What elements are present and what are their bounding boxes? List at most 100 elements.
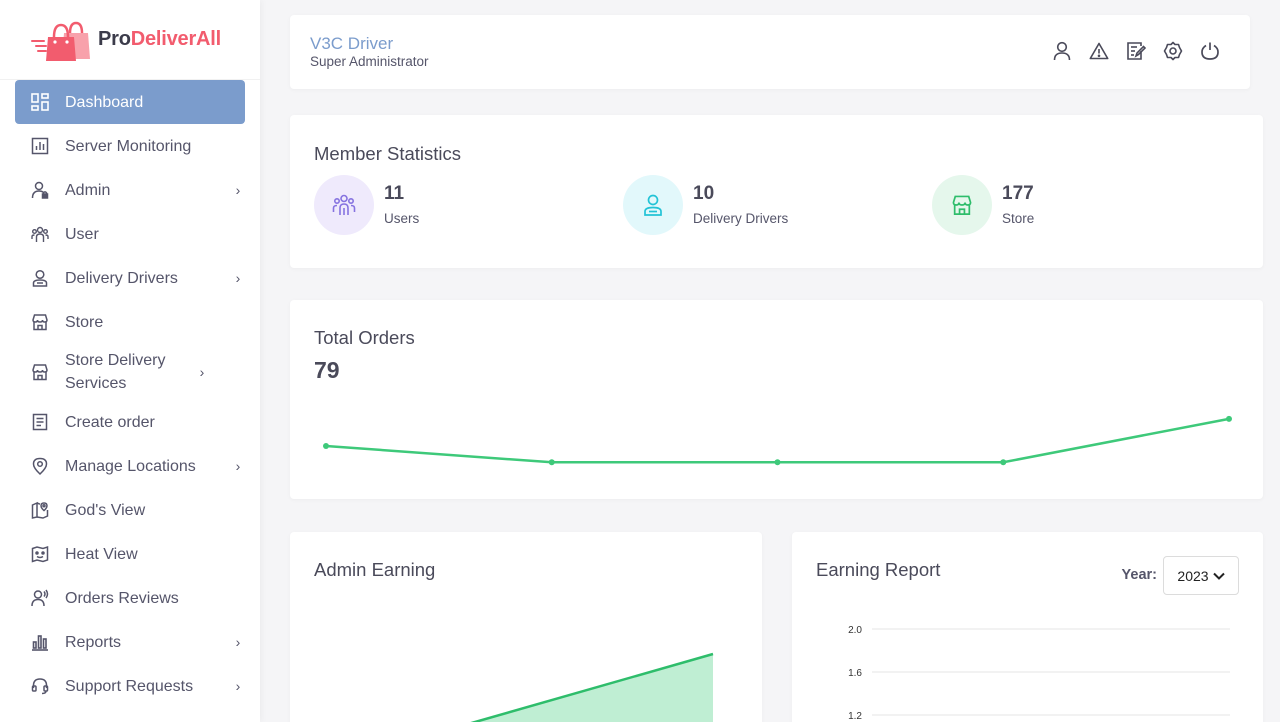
sparkline-point [1226,415,1232,422]
brand-logo[interactable]: ProDeliverAll [0,0,260,80]
total-orders-sparkline [323,415,1232,466]
sidebar-item-label: Server Monitoring [65,137,192,155]
earning-report-title: Earning Report [816,559,941,580]
user-role: Super Administrator [310,54,429,69]
stat-drivers-label: Delivery Drivers [693,210,789,226]
map-pin-icon [30,500,50,520]
sidebar-item-admin[interactable]: Admin › [15,168,245,212]
reports-icon [30,632,50,652]
stat-drivers-badge [623,175,683,235]
member-statistics-title: Member Statistics [314,143,462,164]
brand-name-part1: Pro [98,28,131,50]
admin-earning-chart [470,652,714,722]
sidebar-item-support-requests[interactable]: Support Requests › [15,664,245,708]
stat-delivery-drivers[interactable]: 10 Delivery Drivers [623,175,788,235]
bar-chart-icon [30,136,50,156]
sidebar: ProDeliverAll Dashboard Server Monitorin… [0,0,260,722]
sidebar-item-label: Reports [65,633,122,651]
stat-store-label: Store [1002,210,1035,226]
top-header: V3C Driver Super Administrator [290,15,1250,89]
stat-users[interactable]: 11 Users [314,175,419,235]
stat-store[interactable]: 177 Store [932,175,1034,235]
year-select[interactable]: 2023 [1163,556,1239,595]
sparkline-point [1000,459,1007,466]
year-select-value: 2023 [1177,567,1209,584]
document-icon [30,412,50,432]
sparkline-point [323,443,329,449]
sidebar-item-user[interactable]: User [15,212,245,256]
warning-icon[interactable] [1089,41,1109,61]
sidebar-item-label: Store Delivery Services [65,352,166,392]
users-icon [30,224,50,244]
settings-icon[interactable] [1163,41,1183,61]
y-tick-label: 2.0 [848,625,862,636]
sidebar-item-gods-view[interactable]: God's View [15,488,245,532]
sidebar-item-orders-reviews[interactable]: Orders Reviews [15,576,245,620]
sidebar-item-label: Store [65,313,104,331]
admin-user-icon [30,180,50,200]
sidebar-item-dashboard[interactable]: Dashboard [15,80,245,124]
chevron-right-icon: › [199,364,205,380]
edit-note-icon[interactable] [1126,41,1146,61]
sidebar-item-server-monitoring[interactable]: Server Monitoring [15,124,245,168]
store-icon [952,195,972,216]
profile-icon[interactable] [1052,41,1072,61]
store-icon [30,362,50,382]
stat-store-value: 177 [1002,182,1034,204]
sidebar-item-label: Support Requests [65,677,194,695]
sidebar-item-label: Admin [65,181,111,199]
sparkline-points [323,415,1232,466]
sidebar-item-heat-view[interactable]: Heat View [15,532,245,576]
review-icon [30,588,50,608]
stat-users-label: Users [384,210,420,226]
sidebar-item-label: Manage Locations [65,457,196,475]
sidebar-item-label: User [65,225,99,243]
sidebar-item-delivery-drivers[interactable]: Delivery Drivers › [15,256,245,300]
stat-drivers-value: 10 [693,182,715,204]
chevron-right-icon: › [235,678,241,694]
chevron-right-icon: › [235,182,241,198]
driver-icon [644,194,662,216]
sparkline-point [548,459,555,466]
sidebar-item-manage-locations[interactable]: Manage Locations › [15,444,245,488]
admin-earning-card: Admin Earning [290,532,762,722]
year-label: Year: [1121,567,1157,583]
earning-report-chart: 2.0 1.6 1.2 [848,625,1230,722]
dashboard-icon [30,92,50,112]
earning-report-card: Earning Report Year: 2023 2.0 1.6 1.2 [792,532,1263,722]
chevron-down-icon [1212,572,1225,580]
y-tick-label: 1.6 [848,668,862,679]
member-statistics-card: Member Statistics 11 Users 10 Delivery D… [290,115,1263,268]
admin-earning-line [470,652,714,722]
driver-icon [30,268,50,288]
location-pin-icon [30,456,50,476]
chevron-right-icon: › [235,270,241,286]
sidebar-item-store[interactable]: Store [15,300,245,344]
sidebar-item-label: God's View [65,501,146,519]
power-icon[interactable] [1200,41,1220,61]
stat-store-badge [932,175,992,235]
users-icon [332,194,356,215]
y-tick-label: 1.2 [848,711,862,722]
stat-users-badge [314,175,374,235]
sidebar-item-reports[interactable]: Reports › [15,620,245,664]
sidebar-item-label: Delivery Drivers [65,269,178,287]
shopping-bags-logo-icon [31,21,90,61]
sidebar-item-label: Orders Reviews [65,589,179,607]
sidebar-menu: Dashboard Server Monitoring Admin › User [0,80,260,708]
sidebar-item-create-order[interactable]: Create order [15,400,245,444]
chevron-right-icon: › [235,634,241,650]
user-name[interactable]: V3C Driver [310,34,394,53]
sidebar-item-label: Dashboard [65,93,144,111]
sidebar-item-label: Heat View [65,545,138,563]
admin-earning-area [475,654,713,722]
brand-name-part2: DeliverAll [130,28,222,50]
total-orders-title: Total Orders [314,327,415,348]
chevron-right-icon: › [235,458,241,474]
heat-map-icon [30,544,50,564]
sparkline-point [774,459,781,466]
earning-report-grid: 2.0 1.6 1.2 [848,625,1230,722]
sidebar-item-label: Create order [65,413,155,431]
headset-icon [30,676,50,696]
sidebar-item-store-delivery-services[interactable]: Store Delivery Services › [15,344,245,400]
